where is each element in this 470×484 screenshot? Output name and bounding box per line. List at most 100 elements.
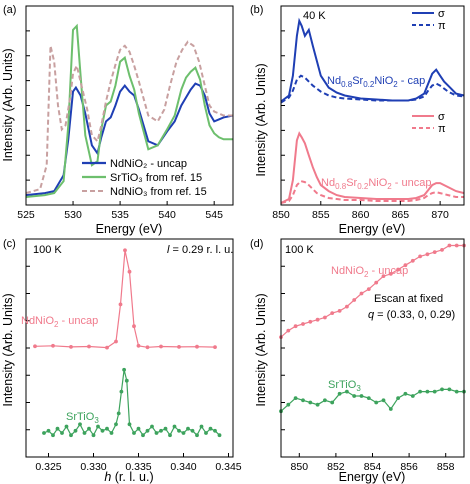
legend-label-uncap-pi: π	[438, 123, 446, 135]
data-point	[87, 426, 91, 431]
panel-d-nd-label: NdNiO2 - uncap	[331, 265, 408, 279]
data-point	[100, 428, 105, 433]
data-point	[195, 433, 199, 438]
data-point	[388, 272, 393, 276]
data-point	[127, 422, 132, 427]
data-point	[396, 396, 400, 400]
panel-a-series	[25, 23, 234, 198]
data-point	[64, 424, 69, 429]
data-point	[418, 254, 422, 259]
panel-c-xlabel: h (r. l. u.)	[104, 470, 153, 484]
x-tick-label: 860	[352, 209, 370, 221]
data-point	[217, 433, 222, 438]
data-point	[132, 431, 136, 435]
x-tick-label: 540	[158, 209, 176, 221]
data-point	[359, 291, 364, 296]
panel-b-x-ticks: 850 855 860 865 870	[272, 30, 449, 221]
data-point	[213, 345, 217, 349]
data-point	[345, 389, 349, 394]
x-tick-label: 855	[312, 209, 330, 221]
data-point	[359, 394, 364, 398]
panel-a-label: (a)	[3, 4, 16, 16]
legend-label-ndnio3: NdNiO₃ from ref. 15	[110, 186, 207, 198]
x-tick-label: 865	[392, 209, 410, 221]
data-point	[418, 389, 422, 394]
panel-b-legend-uncap: σ π	[412, 111, 446, 135]
data-point	[91, 433, 96, 438]
data-point	[150, 424, 154, 429]
data-point	[330, 400, 335, 405]
data-point	[301, 322, 305, 326]
data-point	[454, 389, 459, 394]
data-point	[208, 426, 213, 431]
data-point	[42, 431, 46, 435]
panel-b-cap-label: Nd0.8Sr0.2NiO2 - cap	[327, 75, 425, 89]
series-line-2-1	[43, 369, 220, 437]
data-point	[396, 267, 400, 272]
panel-c-sr-label: SrTiO3	[66, 411, 99, 425]
series-line-2-0	[34, 250, 216, 349]
data-point	[154, 431, 159, 435]
data-point	[145, 345, 150, 350]
panel-c-temperature: 100 K	[33, 244, 62, 256]
panel-a: (a) 525 530 535 540 545 Energy (eV) Intensit…	[1, 4, 234, 236]
panel-b-ylabel: Intensity (Arb. Units)	[254, 63, 268, 176]
data-point	[323, 398, 327, 403]
data-point	[114, 422, 118, 427]
panel-c-l-value: l = 0.29 r. l. u.	[167, 244, 233, 256]
data-point	[345, 304, 349, 309]
panel-b-label: (b)	[250, 4, 263, 16]
data-point	[366, 396, 371, 400]
panel-b-frame	[280, 5, 465, 206]
data-point	[366, 287, 371, 291]
x-tick-label: 852	[327, 461, 345, 473]
data-point	[145, 428, 150, 433]
data-point	[323, 315, 327, 320]
panel-d-sr-label: SrTiO3	[328, 379, 361, 393]
data-point	[374, 280, 379, 285]
data-point	[337, 391, 342, 396]
data-point	[163, 426, 168, 431]
data-point	[440, 248, 444, 252]
data-point	[33, 344, 37, 349]
series-line-3-0	[280, 244, 464, 338]
panel-a-ylabel: Intensity (Arb. Units)	[1, 48, 15, 161]
panel-b-xlabel: Energy (eV)	[339, 222, 406, 236]
data-point	[352, 394, 357, 398]
data-point	[432, 250, 437, 255]
data-point	[69, 433, 73, 438]
series-line-1-0	[280, 17, 465, 103]
data-point	[293, 324, 298, 329]
data-point	[381, 274, 386, 278]
x-tick-label: 850	[272, 209, 290, 221]
series-line-0-2	[25, 40, 233, 195]
x-tick-label: 0.345	[215, 461, 241, 473]
data-point	[403, 391, 408, 396]
panel-c-nd-label: NdNiO2 - uncap	[21, 315, 98, 329]
data-point	[425, 389, 430, 394]
panel-d-escan-label: Escan at fixed	[374, 293, 443, 305]
data-point	[410, 258, 415, 263]
data-point	[315, 402, 320, 407]
data-point	[168, 433, 172, 438]
data-point	[204, 431, 208, 435]
series-line-1-2	[280, 131, 465, 204]
data-point	[315, 317, 320, 322]
data-point	[381, 398, 386, 403]
data-point	[432, 389, 437, 394]
data-point	[87, 344, 91, 349]
panel-c-ylabel: Intensity (Arb. Units)	[1, 293, 15, 406]
panel-d-ylabel: Intensity (Arb. Units)	[254, 293, 268, 406]
data-point	[195, 344, 199, 349]
data-point	[410, 394, 415, 398]
panel-c-series	[33, 248, 222, 438]
data-point	[116, 411, 121, 416]
panel-d-series	[279, 243, 466, 414]
data-point	[447, 243, 452, 248]
panel-c: (c) 0.325 0.330 0.335 0.340 0.345 h (r. l. u…	[1, 238, 242, 484]
series-line-0-1	[25, 23, 233, 198]
legend-label-uncap-sigma: σ	[438, 111, 445, 123]
data-point	[55, 426, 60, 431]
data-point	[293, 396, 298, 400]
panel-b-series	[280, 17, 465, 204]
